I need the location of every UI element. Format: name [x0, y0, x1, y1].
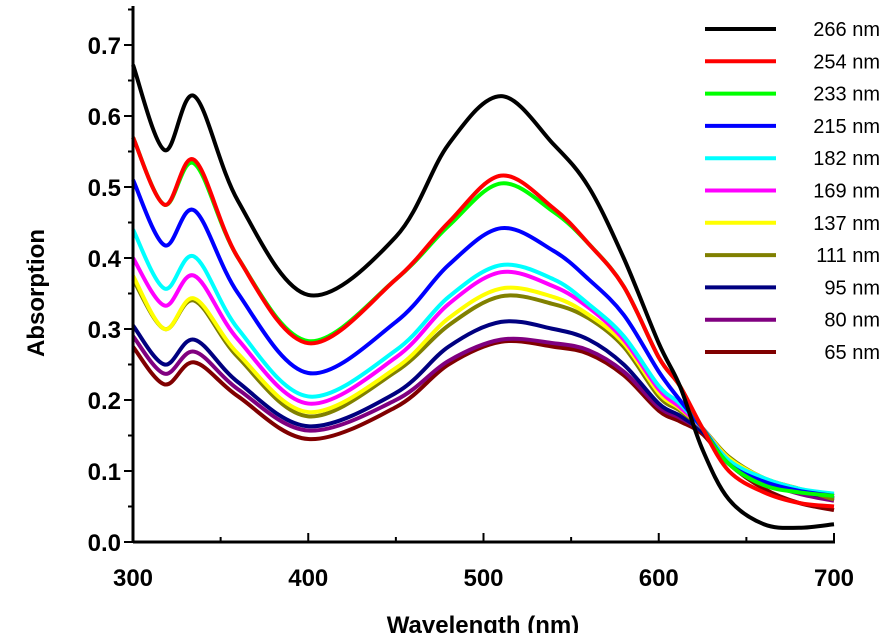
legend-item: 254 nm: [705, 51, 880, 73]
legend-label: 95 nm: [824, 277, 880, 299]
legend-item: 65 nm: [705, 342, 880, 364]
legend-item: 111 nm: [705, 245, 880, 267]
legend-item: 95 nm: [705, 277, 880, 299]
x-axis-label: Wavelength (nm): [387, 612, 579, 633]
legend-label: 215 nm: [813, 116, 880, 138]
y-tick-label: 0.4: [88, 246, 122, 273]
series-line-80nm: [131, 334, 835, 503]
y-tick-label: 0.5: [88, 175, 121, 202]
y-tick-label: 0.2: [88, 388, 121, 415]
y-tick-label: 0.3: [88, 317, 121, 344]
y-tick-label: 0.7: [88, 33, 121, 60]
legend-label: 137 nm: [813, 213, 880, 235]
y-tick-label: 0.0: [88, 530, 121, 557]
legend-label: 182 nm: [813, 148, 880, 170]
series-line-254nm: [131, 136, 835, 509]
x-tick-label: 300: [113, 565, 153, 592]
legend-item: 182 nm: [705, 148, 880, 170]
axes: 300 400 500 600 700 0.0 0.1 0.2 0.3 0.4 0.5 0.6 0.7: [88, 6, 854, 592]
series-line-65nm: [131, 339, 835, 513]
legend-item: 169 nm: [705, 181, 880, 203]
legend-item: 137 nm: [705, 213, 880, 235]
series-line-266nm: [131, 64, 835, 530]
series-line-182nm: [131, 228, 835, 496]
legend-label: 169 nm: [813, 181, 880, 203]
x-tick-label: 400: [288, 565, 328, 592]
legend-item: 215 nm: [705, 116, 880, 138]
legend-label: 65 nm: [824, 342, 880, 364]
legend-label: 80 nm: [824, 310, 880, 332]
series-layer: [131, 64, 835, 530]
y-axis-label: Absorption: [23, 229, 50, 357]
y-tick-label: 0.1: [88, 459, 121, 486]
legend: 266 nm 254 nm 233 nm 215 nm 182 nm 169 nm 137 …: [705, 19, 880, 364]
x-tick-label: 700: [814, 565, 854, 592]
y-tick-label: 0.6: [88, 104, 121, 131]
legend-label: 266 nm: [813, 19, 880, 41]
legend-label: 111 nm: [816, 245, 880, 267]
legend-label: 254 nm: [813, 51, 880, 73]
x-tick-label: 600: [639, 565, 679, 592]
legend-label: 233 nm: [813, 84, 880, 106]
legend-item: 266 nm: [705, 19, 880, 41]
legend-item: 80 nm: [705, 310, 880, 332]
x-tick-label: 500: [463, 565, 503, 592]
legend-item: 233 nm: [705, 84, 880, 106]
